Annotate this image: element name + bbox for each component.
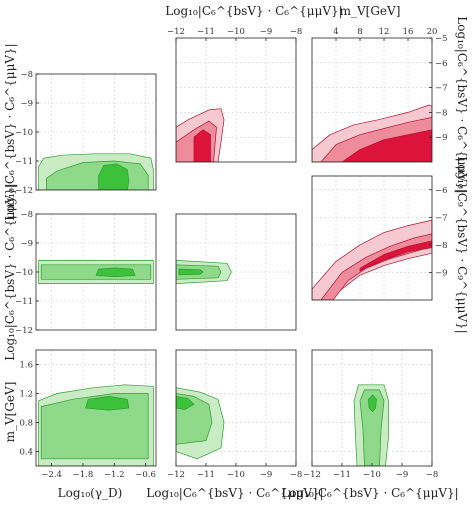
- y-tick-label: −8: [435, 241, 448, 251]
- x-tick-label: −11: [197, 470, 215, 480]
- y-tick-label: −8: [435, 108, 448, 118]
- contour-level-2: [40, 393, 149, 460]
- x-tick-label: −10: [363, 470, 381, 480]
- x-tick-label: 20: [427, 27, 438, 37]
- x-tick-label: −8: [426, 470, 439, 480]
- right-axis-title-row2: Log₁₀|C₉^{bsV} · C₉^{μμV}|: [455, 156, 469, 333]
- y-tick-label: −12: [15, 186, 33, 196]
- x-tick-label: −11: [333, 470, 351, 480]
- y-tick-label: −9: [20, 239, 33, 249]
- y-tick-label: −5: [435, 34, 448, 44]
- panel-c6-vs-c9: −12 −11 −10 −9 −8: [167, 27, 303, 163]
- x-tick-label: −10: [227, 27, 245, 37]
- contour-level-3: [341, 129, 432, 162]
- x-tick-label: −1.8: [73, 470, 94, 480]
- contour-level-3: [178, 268, 204, 276]
- y-tick-label: 0.4: [19, 448, 33, 458]
- contour-level-3: [193, 129, 211, 162]
- y-tick-label: −6: [435, 59, 448, 69]
- contour-level-2: [40, 264, 152, 280]
- x-tick-label: −11: [197, 27, 215, 37]
- x-tick-label: −9: [260, 470, 273, 480]
- contour-level-3: [85, 396, 130, 411]
- y-tick-label: −12: [15, 326, 33, 336]
- y-tick-label: −9: [435, 268, 448, 278]
- y-tick-label: −11: [15, 157, 33, 167]
- contour-level-3: [368, 394, 377, 412]
- y-tick-label: −8: [20, 210, 33, 220]
- x-tick-label: −12: [303, 470, 321, 480]
- x-tick-label: −12: [167, 27, 185, 37]
- x-tick-label: −12: [167, 470, 185, 480]
- right-axis-title-row1: Log₁₀|C₆^{bsV} · C₆^{μμV}|: [455, 16, 469, 193]
- panel-gamma-vs-mv: −2.4 −1.8 −1.2 −0.6 0.4 0.8 1.2 1.6: [19, 349, 157, 480]
- x-tick-label: −1.2: [104, 470, 125, 480]
- bottom-axis-title-right: Log₁₀|C₆^{bsV} · C₆^{μμV}|: [281, 486, 458, 500]
- y-tick-label: 0.8: [19, 419, 33, 429]
- left-axis-title-row2: Log₁₀|C₆^{bsV} · C₆^{μμV}|: [3, 183, 17, 360]
- x-tick-label: −9: [260, 27, 273, 37]
- y-tick-label: −10: [15, 268, 33, 278]
- top-axis-title-right: m_V[GeV]: [340, 4, 401, 18]
- bottom-axis-title-middle: Log₁₀|C₆^{bsV} · C₆^{μμV}|: [146, 486, 323, 500]
- contour-level-2: [359, 389, 385, 466]
- panel-frame: [175, 213, 297, 331]
- panel-gamma-vs-c6: −12 −11 −10 −9 −8: [15, 210, 157, 336]
- contour-level-3: [95, 267, 136, 277]
- panel-frame: [311, 37, 433, 163]
- left-axis-title-row1: Log₁₀|C₆^{bsV} · C₆^{μμV}|: [3, 43, 17, 220]
- panel-gamma-vs-c9: −12 −11 −10 −9 −8: [15, 70, 157, 196]
- y-tick-label: −10: [15, 128, 33, 138]
- contour-level-3: [359, 240, 432, 272]
- bottom-axis-title-left: Log₁₀(γ_D): [58, 486, 123, 500]
- x-tick-label: −8: [290, 27, 303, 37]
- contour-level-3: [98, 163, 130, 190]
- left-axis-title-row3: m_V[GeV]: [3, 382, 17, 443]
- x-tick-label: −10: [227, 470, 245, 480]
- x-tick-label: 4: [333, 27, 338, 37]
- top-axis-title-middle: Log₁₀|C₆^{bsV} · C₆^{μμV}|: [165, 4, 342, 18]
- y-tick-label: −7: [435, 84, 448, 94]
- x-tick-label: −2.4: [41, 470, 62, 480]
- y-tick-label: 1.2: [19, 390, 33, 400]
- panel-c6-vs-c6: [175, 213, 297, 331]
- contour-level-3: [176, 396, 195, 410]
- panel-mv-vs-c9: 4 8 12 16 20 −9 −8 −7 −6 −5: [311, 27, 448, 163]
- panel-frame: [311, 175, 433, 301]
- y-tick-label: 1.6: [19, 361, 33, 371]
- y-tick-label: −7: [435, 213, 448, 223]
- y-tick-label: −6: [435, 186, 448, 196]
- panel-c6-vs-mv: −12 −11 −10 −9 −8: [167, 349, 303, 480]
- y-tick-label: −9: [435, 133, 448, 143]
- panel-frame: [35, 349, 157, 467]
- x-tick-label: 12: [379, 27, 390, 37]
- x-tick-label: 16: [403, 27, 414, 37]
- panel-mv-vs-c9b: −9 −8 −7 −6: [311, 175, 448, 301]
- y-tick-label: −9: [20, 99, 33, 109]
- y-tick-label: −11: [15, 297, 33, 307]
- panel-c9-vs-mv: −12 −11 −10 −9 −8: [303, 349, 439, 480]
- x-tick-label: 8: [357, 27, 362, 37]
- x-tick-label: −9: [396, 470, 409, 480]
- y-tick-label: −8: [20, 70, 33, 80]
- x-tick-label: −0.6: [135, 470, 156, 480]
- x-tick-label: −8: [290, 470, 303, 480]
